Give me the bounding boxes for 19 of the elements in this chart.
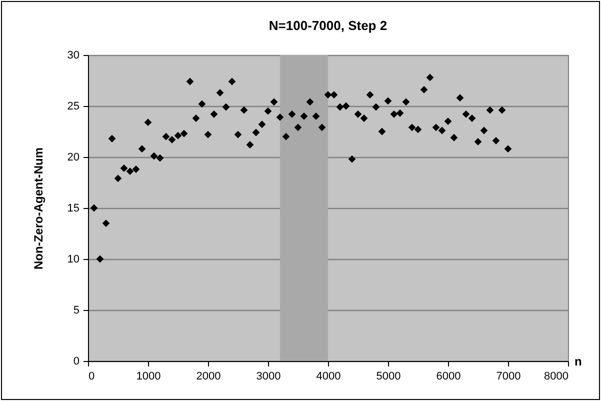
- x-tick-label: 2000: [196, 370, 221, 382]
- y-tick-label: 15: [67, 202, 80, 214]
- y-tick-label: 10: [67, 254, 80, 266]
- x-tick-label: 4000: [316, 370, 341, 382]
- y-tick-label: 25: [67, 100, 80, 112]
- y-tick-label: 20: [67, 152, 80, 164]
- x-tick-label: 1000: [136, 370, 161, 382]
- x-tick-label: 8000: [544, 370, 568, 382]
- x-tick-label: 3000: [256, 370, 281, 382]
- x-tick-label: 6000: [436, 370, 461, 382]
- chart-title: N=100-7000, Step 2: [268, 18, 388, 33]
- x-axis-title: n: [574, 354, 582, 368]
- x-tick-label: 7000: [496, 370, 521, 382]
- y-tick-label: 30: [67, 50, 80, 62]
- y-tick-label: 0: [73, 356, 80, 368]
- x-tick-label: 5000: [376, 370, 401, 382]
- y-axis-title: Non-Zero-Agent-Num: [31, 148, 46, 270]
- y-tick-label: 5: [73, 304, 80, 316]
- x-tick-label: 0: [88, 370, 95, 382]
